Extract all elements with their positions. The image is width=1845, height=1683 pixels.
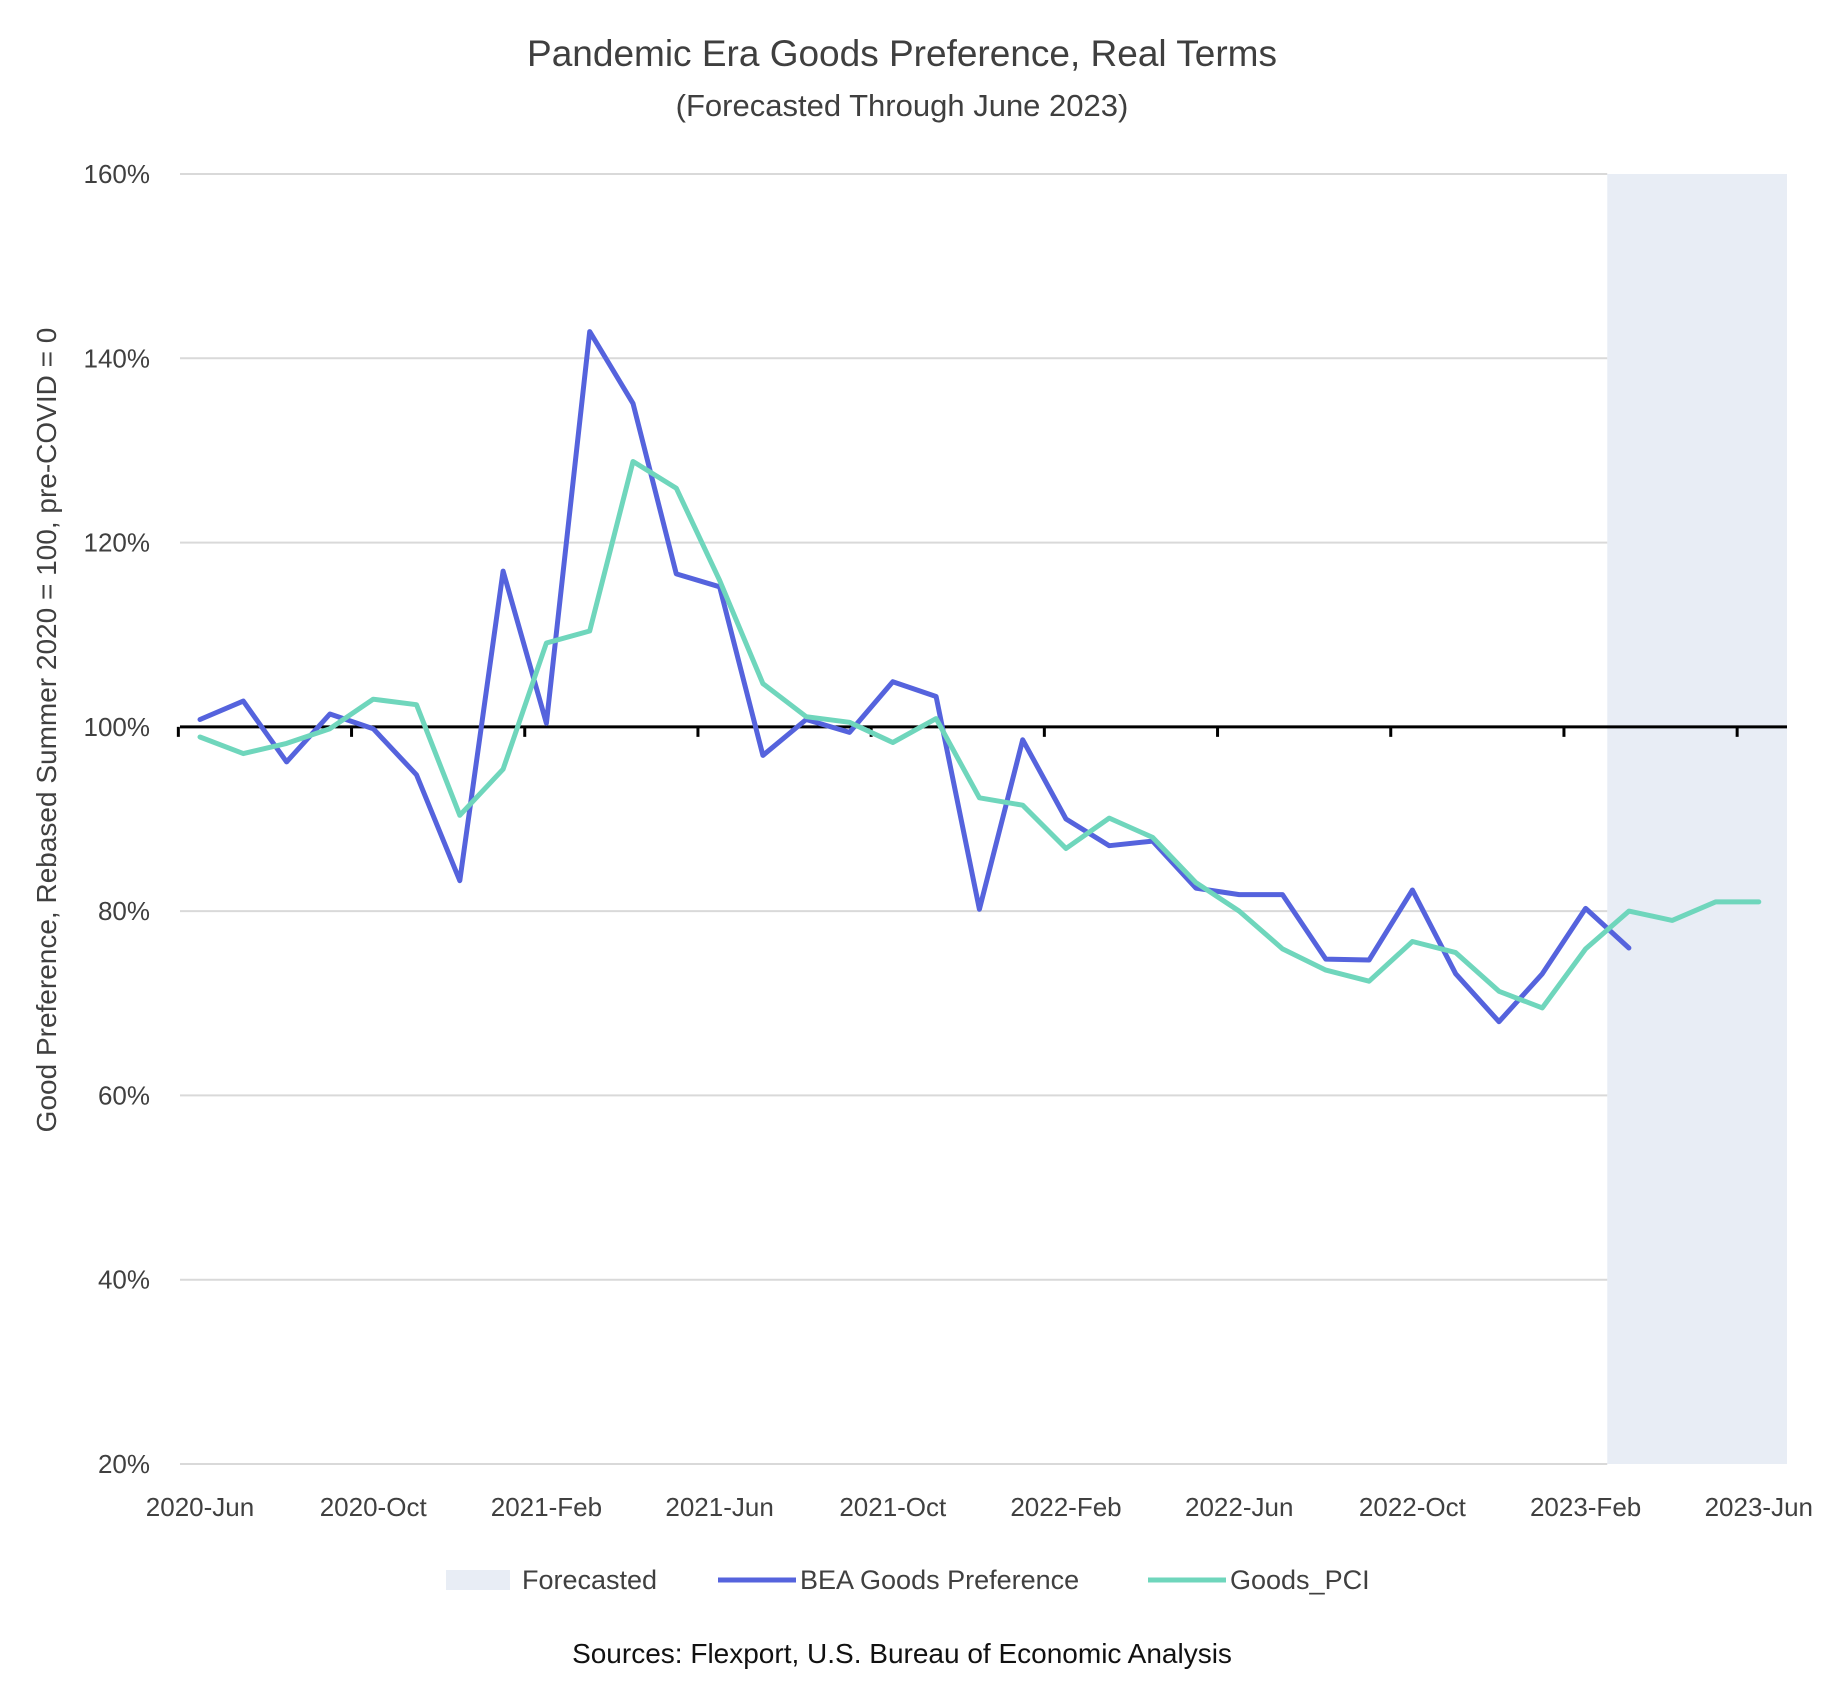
x-tick-label: 2022-Oct: [1359, 1492, 1467, 1522]
forecast-band: [1607, 174, 1787, 1464]
legend-label-goods-pci: Goods_PCI: [1230, 1565, 1370, 1595]
chart-title: Pandemic Era Goods Preference, Real Term…: [527, 33, 1277, 74]
y-tick-label: 20%: [98, 1449, 150, 1479]
x-tick-label: 2021-Jun: [665, 1492, 773, 1522]
y-tick-label: 40%: [98, 1265, 150, 1295]
y-tick-label: 160%: [84, 159, 151, 189]
x-tick-label: 2022-Feb: [1010, 1492, 1121, 1522]
x-tick-label: 2021-Feb: [491, 1492, 602, 1522]
x-tick-label: 2022-Jun: [1185, 1492, 1293, 1522]
x-tick-label: 2023-Feb: [1530, 1492, 1641, 1522]
x-tick-label: 2023-Jun: [1705, 1492, 1813, 1522]
y-tick-label: 100%: [84, 712, 151, 742]
y-tick-label: 140%: [84, 343, 151, 373]
y-tick-label: 80%: [98, 896, 150, 926]
y-tick-label: 60%: [98, 1080, 150, 1110]
x-tick-label: 2021-Oct: [839, 1492, 947, 1522]
x-tick-label: 2020-Oct: [320, 1492, 428, 1522]
series-line-bea-goods-preference: [197, 329, 1632, 1025]
source-note: Sources: Flexport, U.S. Bureau of Econom…: [572, 1638, 1232, 1669]
x-tick-label: 2020-Jun: [146, 1492, 254, 1522]
y-axis-label: Good Preference, Rebased Summer 2020 = 1…: [31, 328, 62, 1133]
legend-label-forecasted: Forecasted: [522, 1565, 657, 1595]
plot-area: 20% 40% 60% 80% 100% 120% 140% 160% 2020-Jun 2020…: [84, 159, 1814, 1522]
series-line-goods-pci: [197, 459, 1762, 1011]
chart-subtitle: (Forecasted Through June 2023): [676, 88, 1129, 123]
y-tick-label: 120%: [84, 528, 151, 558]
legend: Forecasted BEA Goods Preference Goods_PCI: [446, 1565, 1370, 1595]
legend-swatch-forecasted: [446, 1570, 510, 1590]
legend-label-bea-goods-preference: BEA Goods Preference: [800, 1565, 1079, 1595]
